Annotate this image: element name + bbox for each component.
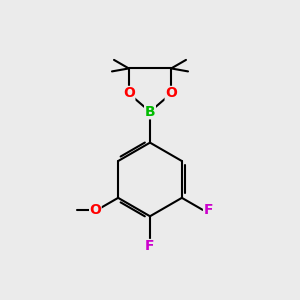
Text: B: B xyxy=(145,105,155,119)
Text: O: O xyxy=(165,86,177,100)
Text: O: O xyxy=(89,202,101,217)
Text: O: O xyxy=(123,86,135,100)
Text: F: F xyxy=(145,239,155,253)
Text: F: F xyxy=(203,203,213,217)
